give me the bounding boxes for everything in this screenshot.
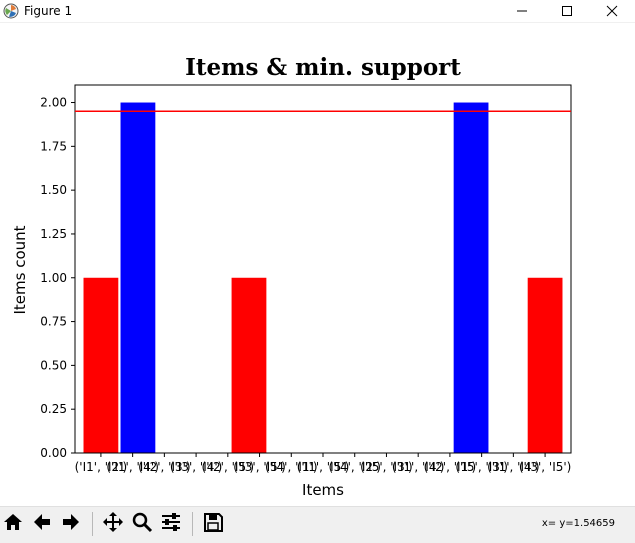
y-tick-label: 0.75	[40, 315, 67, 329]
bar	[453, 102, 489, 454]
configure-subplots-icon	[160, 511, 182, 537]
bar	[83, 277, 119, 453]
zoom-button[interactable]	[129, 511, 155, 537]
plot-area: 0.00 0.25 0.50 0.75 1.00 1.25 1.50 1.75 2.00 ('I1…	[40, 84, 572, 474]
back-icon	[31, 511, 53, 537]
bar-chart: Items & min. support 0.00 0.25 0.50 0.75 1.0…	[11, 54, 572, 499]
window-titlebar: Figure 1	[0, 0, 635, 23]
y-tick-label: 1.50	[40, 183, 67, 197]
forward-icon	[60, 511, 82, 537]
window-title: Figure 1	[24, 4, 73, 18]
x-tick-label: ('I5', 'I3')	[360, 460, 413, 474]
x-tick-label: ('I4', 'I1')	[265, 460, 318, 474]
maximize-button[interactable]	[544, 0, 589, 22]
forward-button[interactable]	[58, 511, 84, 537]
x-tick-label: ('I1', 'I4')	[106, 460, 159, 474]
figure-canvas: Items & min. support 0.00 0.25 0.50 0.75 1.0…	[0, 23, 635, 506]
home-icon	[2, 511, 24, 537]
y-tick-label: 0.50	[40, 358, 67, 372]
x-tick-label: ('I5', 'I3')	[455, 460, 508, 474]
save-icon	[202, 511, 224, 537]
x-tick-label: ('I2', 'I3')	[138, 460, 191, 474]
back-button[interactable]	[29, 511, 55, 537]
toolbar-separator	[192, 512, 193, 536]
y-tick-label: 2.00	[40, 96, 67, 110]
home-button[interactable]	[0, 511, 26, 537]
navigation-toolbar: x= y=1.54659	[0, 506, 635, 543]
y-axis-label: Items count	[11, 225, 29, 314]
y-tick-label: 1.00	[40, 271, 67, 285]
x-tick-label: ('I4', 'I2')	[328, 460, 381, 474]
x-tick-label: ('I3', 'I5')	[233, 460, 286, 474]
zoom-icon	[131, 511, 153, 537]
x-axis-label: Items	[302, 481, 344, 499]
y-tick-label: 1.75	[40, 139, 67, 153]
bar	[527, 277, 563, 453]
x-tick-label: ('I1', 'I5')	[297, 460, 350, 474]
configure-subplots-button[interactable]	[158, 511, 184, 537]
cursor-coordinates: x= y=1.54659	[541, 518, 615, 529]
x-tick-label: ('I1', 'I4')	[392, 460, 445, 474]
y-tick-label: 0.00	[40, 446, 67, 460]
x-tick-label: ('I2', 'I5')	[202, 460, 255, 474]
x-tick-label: ('I3', 'I5')	[519, 460, 572, 474]
close-button[interactable]	[589, 0, 634, 22]
y-tick-label: 0.25	[40, 402, 67, 416]
chart-title: Items & min. support	[185, 54, 461, 81]
toolbar-separator	[92, 512, 93, 536]
bar	[231, 277, 267, 453]
pan-button[interactable]	[100, 511, 126, 537]
minimize-button[interactable]	[499, 0, 544, 22]
y-tick-label: 1.25	[40, 227, 67, 241]
x-tick-label: ('I3', 'I4')	[170, 460, 223, 474]
x-tick-label: ('I2', 'I1')	[424, 460, 477, 474]
x-tick-label: ('I1', 'I4')	[487, 460, 540, 474]
matplotlib-app-icon	[3, 3, 19, 19]
pan-icon	[102, 511, 124, 537]
save-button[interactable]	[200, 511, 226, 537]
x-tick-label: ('I1', 'I2')	[75, 460, 128, 474]
bar	[120, 102, 156, 454]
